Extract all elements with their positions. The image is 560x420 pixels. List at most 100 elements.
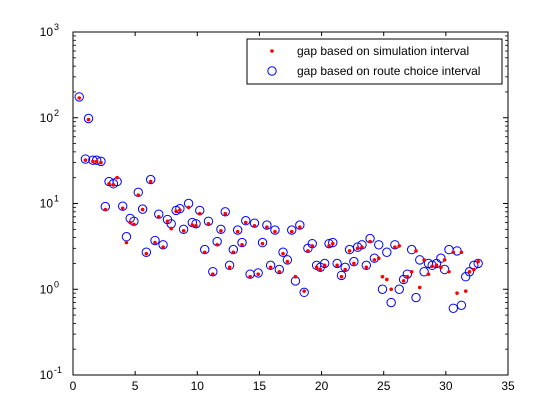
route-choice-point bbox=[307, 238, 317, 249]
route-choice-point bbox=[265, 260, 276, 271]
route-choice-point bbox=[237, 237, 247, 248]
legend-marker-dot bbox=[270, 49, 274, 53]
simulation-point bbox=[430, 264, 434, 269]
route-choice-point bbox=[357, 240, 367, 250]
simulation-point bbox=[372, 258, 377, 262]
simulation-point bbox=[248, 274, 252, 279]
route-choice-point bbox=[287, 225, 297, 235]
simulation-point bbox=[472, 267, 476, 272]
simulation-point bbox=[397, 244, 402, 248]
route-choice-point bbox=[232, 225, 243, 235]
x-tick-label: 10 bbox=[191, 379, 205, 393]
simulation-point bbox=[161, 245, 165, 249]
route-choice-point bbox=[411, 292, 421, 303]
simulation-point bbox=[434, 263, 439, 268]
plot-background bbox=[73, 32, 508, 375]
y-tick-exponent: 0 bbox=[54, 279, 59, 289]
simulation-point bbox=[103, 207, 108, 212]
route-choice-point bbox=[464, 267, 475, 277]
route-choice-point bbox=[332, 258, 342, 269]
simulation-point bbox=[77, 96, 82, 100]
simulation-point bbox=[289, 229, 294, 234]
route-choice-point bbox=[262, 220, 272, 230]
route-choice-point bbox=[150, 235, 160, 246]
simulation-point bbox=[277, 269, 282, 274]
simulation-point bbox=[293, 274, 298, 279]
route-choice-point bbox=[216, 224, 226, 235]
x-tick-label: 25 bbox=[377, 379, 391, 393]
plot-area bbox=[73, 32, 508, 375]
simulation-point bbox=[327, 244, 331, 248]
route-choice-point bbox=[336, 270, 347, 281]
simulation-point bbox=[268, 265, 273, 270]
simulation-point bbox=[202, 250, 207, 255]
simulation-point bbox=[273, 229, 277, 234]
simulation-point bbox=[459, 250, 464, 255]
route-choice-point bbox=[278, 247, 288, 257]
route-choice-point bbox=[141, 247, 152, 257]
route-choice-point bbox=[419, 267, 429, 277]
x-tick-label: 0 bbox=[70, 379, 77, 393]
simulation-point bbox=[335, 263, 339, 268]
simulation-point bbox=[223, 211, 228, 216]
simulation-point bbox=[124, 240, 129, 245]
simulation-point bbox=[115, 175, 119, 180]
route-choice-point bbox=[137, 204, 148, 214]
route-choice-point bbox=[386, 297, 396, 308]
simulation-point bbox=[211, 272, 215, 276]
simulation-point bbox=[215, 242, 219, 247]
legend-label: gap based on route choice interval bbox=[297, 64, 480, 78]
route-choice-point bbox=[118, 201, 128, 211]
simulation-point bbox=[94, 159, 99, 164]
route-choice-point bbox=[220, 207, 230, 217]
route-choice-point bbox=[473, 258, 483, 269]
route-choice-point bbox=[340, 262, 350, 273]
simulation-point bbox=[256, 272, 260, 276]
route-choice-point bbox=[145, 174, 156, 185]
simulation-point bbox=[206, 221, 211, 226]
simulation-point bbox=[169, 226, 173, 231]
route-choice-point bbox=[349, 256, 359, 267]
simulation-point bbox=[385, 277, 389, 282]
route-choice-point bbox=[253, 268, 263, 278]
simulation-point bbox=[302, 289, 306, 293]
y-tick-label: 10 bbox=[40, 197, 54, 211]
simulation-point bbox=[409, 269, 414, 274]
simulation-point bbox=[86, 117, 91, 122]
x-tick-label: 5 bbox=[132, 379, 139, 393]
y-tick-exponent: 1 bbox=[54, 194, 59, 204]
simulation-point bbox=[83, 158, 88, 162]
simulation-point bbox=[91, 159, 95, 164]
data-markers bbox=[74, 92, 483, 313]
y-tick-label: 10 bbox=[40, 282, 54, 296]
simulation-point bbox=[389, 287, 393, 292]
simulation-point bbox=[376, 256, 381, 261]
simulation-point bbox=[360, 245, 364, 249]
simulation-point bbox=[343, 267, 347, 272]
y-tick-label: 10 bbox=[40, 368, 54, 382]
route-choice-point bbox=[178, 224, 189, 235]
simulation-point bbox=[240, 242, 244, 247]
simulation-point bbox=[314, 265, 319, 270]
simulation-point bbox=[194, 223, 198, 228]
route-choice-point bbox=[377, 284, 388, 294]
simulation-point bbox=[298, 225, 302, 229]
simulation-point bbox=[447, 269, 451, 274]
simulation-point bbox=[426, 272, 431, 276]
simulation-point bbox=[197, 211, 202, 216]
route-choice-point bbox=[274, 264, 285, 275]
simulation-point bbox=[439, 265, 443, 270]
simulation-point bbox=[352, 261, 356, 266]
simulation-point bbox=[260, 241, 265, 246]
simulation-point bbox=[476, 259, 480, 264]
simulation-point bbox=[380, 274, 385, 279]
y-tick-label: 10 bbox=[40, 25, 54, 39]
x-tick-label: 20 bbox=[315, 379, 329, 393]
route-choice-point bbox=[74, 92, 84, 102]
simulation-point bbox=[330, 241, 335, 246]
simulation-point bbox=[355, 246, 360, 251]
legend-marker-circle bbox=[267, 66, 277, 76]
simulation-point bbox=[181, 229, 186, 233]
legend-box bbox=[246, 38, 503, 85]
